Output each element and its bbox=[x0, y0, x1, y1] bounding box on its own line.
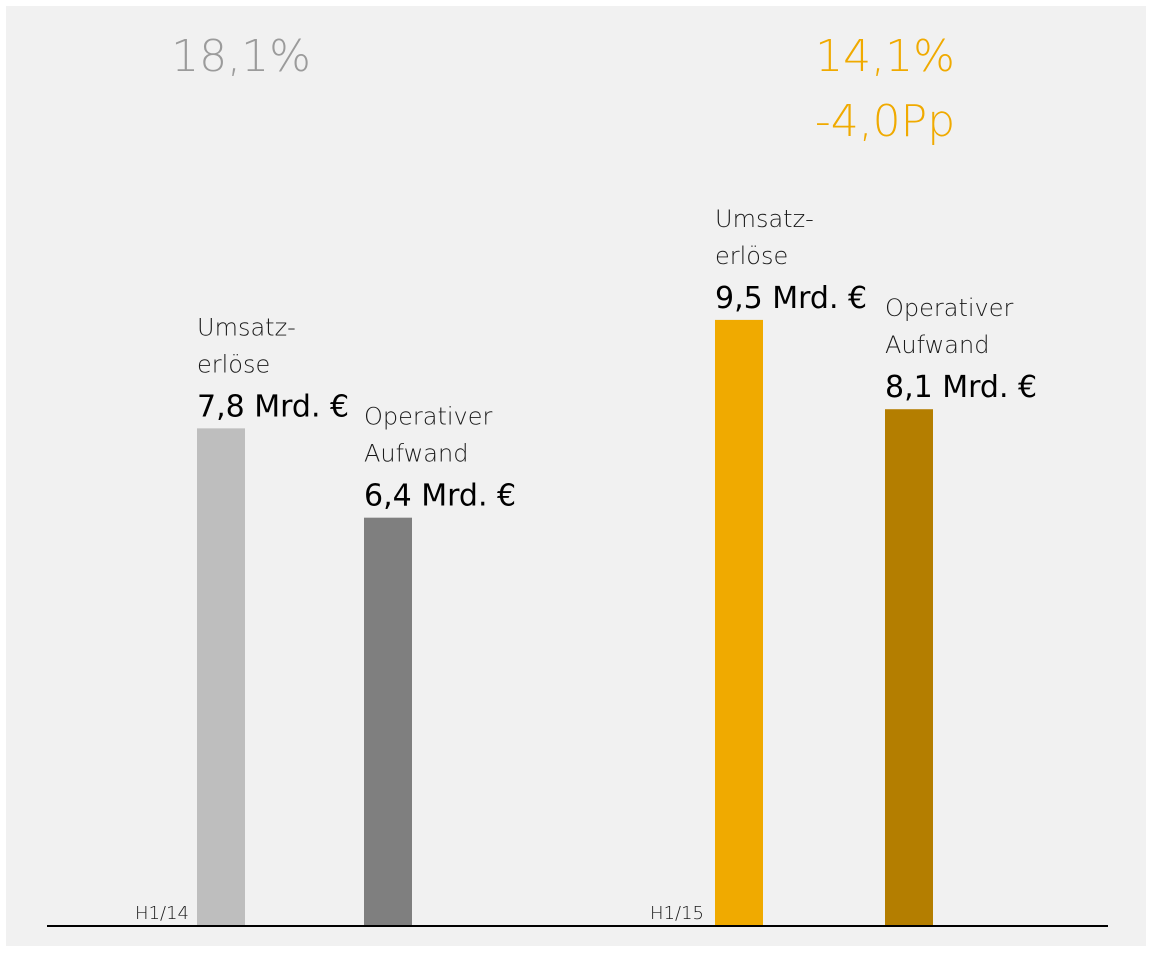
bar-H1-14-1 bbox=[364, 517, 412, 926]
bar-value-label: 9,5 Mrd. € bbox=[715, 281, 867, 316]
bar-category-label: Operativer bbox=[364, 403, 493, 431]
bar-category-label: Aufwand bbox=[885, 331, 989, 359]
bar-category-label: Aufwand bbox=[364, 440, 468, 468]
bar-category-label: Umsatz- bbox=[715, 205, 814, 233]
revenue-expense-chart: 18,1% 7,8 Mrd. € erlöse Umsatz- 6,4 Mrd. € Au… bbox=[47, 31, 1108, 927]
margin-percentage: 18,1% bbox=[171, 31, 311, 82]
bar-value-label: 8,1 Mrd. € bbox=[885, 370, 1037, 405]
margin-change: -4,0Pp bbox=[815, 96, 955, 147]
margin-percentage: 14,1% bbox=[815, 31, 955, 82]
bar-H1-15-1 bbox=[885, 409, 933, 927]
period-label: H1/15 bbox=[650, 903, 704, 924]
period-label: H1/14 bbox=[135, 903, 189, 924]
bar-H1-15-0 bbox=[715, 319, 763, 926]
bar-H1-14-0 bbox=[197, 428, 245, 926]
bar-category-label: erlöse bbox=[715, 242, 788, 270]
bar-category-label: erlöse bbox=[197, 350, 270, 378]
bar-value-label: 6,4 Mrd. € bbox=[364, 479, 516, 514]
bar-category-label: Operativer bbox=[885, 294, 1014, 322]
bar-category-label: Umsatz- bbox=[197, 313, 296, 341]
bar-value-label: 7,8 Mrd. € bbox=[197, 389, 349, 424]
chart-canvas: 18,1% 7,8 Mrd. € erlöse Umsatz- 6,4 Mrd. € Au… bbox=[6, 6, 1146, 946]
